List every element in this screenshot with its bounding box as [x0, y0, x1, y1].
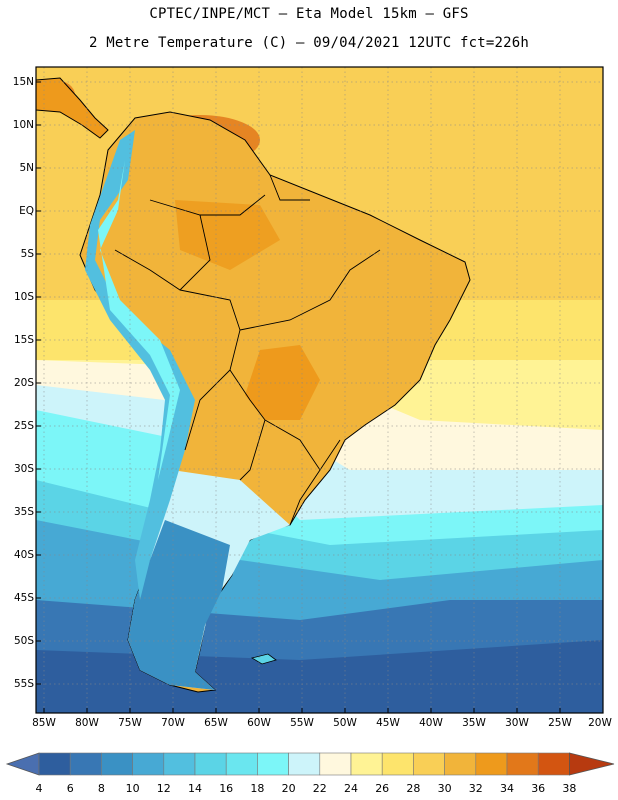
lat-label: 40S [13, 549, 34, 561]
lon-label: 20W [588, 717, 612, 729]
colorbar-low-arrow [5, 752, 40, 776]
colorbar-cell [132, 752, 165, 776]
colorbar-label: 24 [344, 782, 358, 795]
temperature-map [35, 66, 604, 714]
lon-label: 65W [204, 717, 228, 729]
colorbar-label: 20 [281, 782, 296, 795]
colorbar-cell [444, 752, 477, 776]
map-frame [35, 66, 604, 714]
colorbar-label: 28 [406, 782, 421, 795]
colorbar-label: 38 [562, 782, 577, 795]
colorbar-high-arrow [569, 752, 615, 776]
colorbar-label: 22 [312, 782, 327, 795]
lat-label: 45S [13, 592, 34, 604]
temperature-colorbar [5, 752, 615, 776]
lat-label: 55S [13, 678, 34, 690]
lat-label: 5N [19, 162, 34, 174]
map-title-line-2: 2 Metre Temperature (C) – 09/04/2021 12U… [88, 35, 530, 51]
colorbar-cell [288, 752, 321, 776]
lon-label: 25W [548, 717, 572, 729]
colorbar-cell [257, 752, 289, 776]
lon-label: 70W [161, 717, 185, 729]
colorbar-label: 10 [125, 782, 140, 795]
tick-marks [36, 81, 604, 713]
lon-label: 35W [462, 717, 486, 729]
colorbar-cell [38, 752, 71, 776]
colorbar-cell [381, 752, 414, 776]
colorbar-label: 32 [468, 782, 483, 795]
lat-label: EQ [19, 205, 34, 217]
lat-label: 10S [13, 291, 34, 303]
lat-label: 30S [13, 463, 34, 475]
lat-label: 35S [13, 506, 34, 518]
colorbar-cell [101, 752, 133, 776]
colorbar-label: 6 [66, 782, 74, 795]
colorbar-label: 34 [500, 782, 514, 795]
colorbar-cell [194, 752, 227, 776]
lat-label: 5S [20, 248, 34, 260]
colorbar-label: 4 [35, 782, 43, 795]
lon-label: 40W [419, 717, 443, 729]
andes-highlight [98, 160, 180, 480]
interior-hot-area [175, 200, 280, 270]
lon-label: 60W [247, 717, 271, 729]
colorbar-cell [413, 752, 445, 776]
lon-label: 50W [333, 717, 357, 729]
colorbar-label: 12 [156, 782, 171, 795]
colorbar-cell [350, 752, 383, 776]
colorbar-label: 30 [437, 782, 452, 795]
lat-label: 25S [13, 420, 34, 432]
lat-label: 15N [12, 76, 34, 88]
colorbar-cell [506, 752, 539, 776]
colorbar-label: 8 [97, 782, 105, 795]
central-america-land [36, 77, 109, 139]
map-title-line-1: CPTEC/INPE/MCT – Eta Model 15km – GFS [149, 6, 469, 22]
lon-label: 80W [75, 717, 99, 729]
colorbar-cell [163, 752, 196, 776]
lat-label: 20S [13, 377, 34, 389]
colorbar-label: 36 [531, 782, 546, 795]
lat-label: 10N [12, 119, 34, 131]
colorbar-label: 14 [188, 782, 202, 795]
colorbar-label: 16 [219, 782, 234, 795]
colorbar-label: 18 [250, 782, 265, 795]
lon-label: 85W [32, 717, 56, 729]
lat-label: 50S [13, 635, 34, 647]
lat-label: 15S [13, 334, 34, 346]
lon-label: 30W [505, 717, 529, 729]
patagonia-cold [128, 520, 230, 690]
country-borders [114, 174, 381, 526]
colorbar-label: 26 [375, 782, 390, 795]
colorbar-cell [225, 752, 258, 776]
andes-cold-ridge [85, 130, 195, 600]
colorbar-cell [319, 752, 352, 776]
lon-label: 55W [290, 717, 314, 729]
grid-lines [36, 67, 603, 713]
colorbar-cell [69, 752, 102, 776]
lon-label: 75W [118, 717, 142, 729]
lon-label: 45W [376, 717, 400, 729]
colorbar-cell [475, 752, 508, 776]
interior-hot-area [245, 345, 320, 420]
colorbar-cell [537, 752, 570, 776]
